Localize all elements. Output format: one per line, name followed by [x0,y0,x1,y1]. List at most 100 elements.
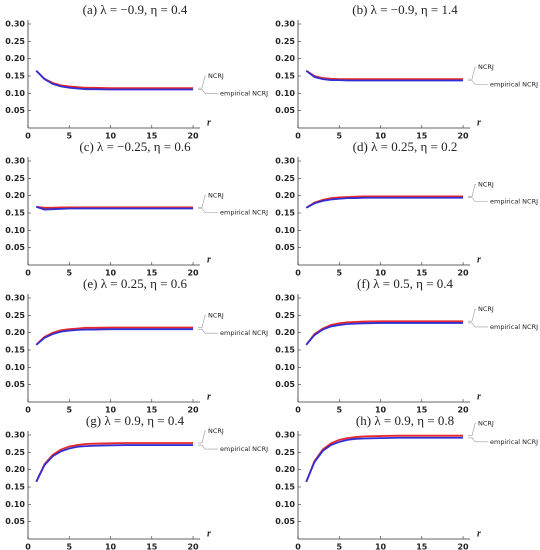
x-tick-label: 20 [187,269,199,278]
chart-title: (h) λ = 0.9, η = 0.8 [356,413,454,428]
legend-label: NCRJ [208,191,224,199]
legend-label: empirical NCRJ [490,438,538,446]
x-tick-label: 15 [416,269,428,278]
y-tick-label: 0.10 [275,363,295,372]
series-line [305,434,464,483]
x-axis-label: r [477,254,481,265]
y-tick-label: 0.25 [275,311,295,320]
y-tick-label: 0.05 [5,380,25,389]
x-tick-label: 0 [295,406,301,415]
x-tick-label: 15 [146,406,158,415]
y-tick-label: 0.10 [5,226,25,235]
x-tick-label: 10 [105,132,117,141]
x-tick-label: 20 [457,406,469,415]
y-tick-label: 0.30 [275,157,295,166]
x-tick-label: 5 [336,406,342,415]
legend-label: NCRJ [478,180,494,188]
x-tick-label: 15 [416,132,428,141]
x-tick-label: 0 [295,132,301,141]
x-tick-label: 15 [146,543,158,550]
y-tick-label: 0.10 [5,363,25,372]
legend-callout [198,315,206,328]
legend-callout [468,308,476,322]
legend-callout [468,322,488,328]
legend-label: empirical NCRJ [490,198,538,206]
y-tick-label: 0.15 [5,209,25,218]
y-tick-label: 0.05 [275,106,295,115]
legend-callout [198,195,206,208]
x-tick-label: 5 [66,132,72,141]
y-tick-label: 0.05 [275,243,295,252]
x-tick-label: 5 [336,132,342,141]
y-tick-label: 0.30 [275,431,295,440]
y-tick-label: 0.15 [275,209,295,218]
legend-label: NCRJ [208,311,224,319]
y-tick-label: 0.30 [275,294,295,303]
legend-callout [468,80,488,85]
chart-title: (c) λ = −0.25, η = 0.6 [79,139,191,154]
series-line [36,205,194,209]
y-tick-label: 0.25 [275,448,295,457]
x-tick-label: 0 [295,269,301,278]
x-tick-label: 0 [25,543,31,550]
x-axis-label: r [207,117,211,128]
y-tick-label: 0.05 [275,380,295,389]
legend-label: NCRJ [208,72,224,80]
series-line [35,326,194,346]
legend-label: empirical NCRJ [220,90,268,98]
x-tick-label: 10 [105,406,117,415]
y-tick-label: 0.30 [5,20,25,29]
legend-callout [198,75,206,89]
legend-callout [198,328,218,334]
chart-title: (f) λ = 0.5, η = 0.4 [357,276,454,291]
x-axis-label: r [207,391,211,402]
chart-title: (b) λ = −0.9, η = 1.4 [352,2,458,17]
x-tick-label: 15 [416,543,428,550]
y-tick-label: 0.15 [275,72,295,81]
y-tick-label: 0.10 [275,500,295,509]
x-tick-label: 15 [416,406,428,415]
y-tick-label: 0.30 [5,431,25,440]
x-axis-label: r [207,254,211,265]
y-tick-label: 0.15 [5,483,25,492]
series-line [35,444,194,483]
y-tick-label: 0.05 [5,106,25,115]
y-tick-label: 0.10 [5,89,25,98]
y-tick-label: 0.20 [275,191,295,200]
legend-callout [468,66,476,80]
y-tick-label: 0.25 [275,174,295,183]
y-tick-label: 0.05 [275,517,295,526]
x-tick-label: 0 [25,132,31,141]
y-tick-label: 0.15 [275,346,295,355]
y-tick-label: 0.25 [275,37,295,46]
legend-callout [198,430,206,444]
x-tick-label: 10 [105,543,117,550]
chart-title: (e) λ = 0.25, η = 0.6 [83,276,187,291]
legend-label: empirical NCRJ [490,81,538,89]
x-axis-label: r [207,528,211,539]
x-axis-label: r [477,117,481,128]
legend-callout [198,208,218,213]
x-tick-label: 5 [66,269,72,278]
x-tick-label: 5 [66,543,72,550]
x-tick-label: 10 [375,543,387,550]
chart-title: (d) λ = 0.25, η = 0.2 [353,139,458,154]
legend-label: NCRJ [478,63,494,71]
x-tick-label: 15 [146,269,158,278]
y-tick-label: 0.15 [5,346,25,355]
y-tick-label: 0.20 [5,328,25,337]
series-line [305,322,464,346]
legend-callout [468,197,488,203]
x-tick-label: 20 [187,406,199,415]
legend-label: empirical NCRJ [220,208,268,216]
y-tick-label: 0.30 [5,294,25,303]
y-tick-label: 0.20 [5,191,25,200]
legend-callout [198,444,218,450]
x-tick-label: 0 [295,543,301,550]
x-tick-label: 10 [375,269,387,278]
x-tick-label: 20 [457,269,469,278]
legend-label: NCRJ [208,427,224,435]
legend-callout [468,437,488,443]
y-tick-label: 0.20 [275,328,295,337]
y-tick-label: 0.15 [275,483,295,492]
